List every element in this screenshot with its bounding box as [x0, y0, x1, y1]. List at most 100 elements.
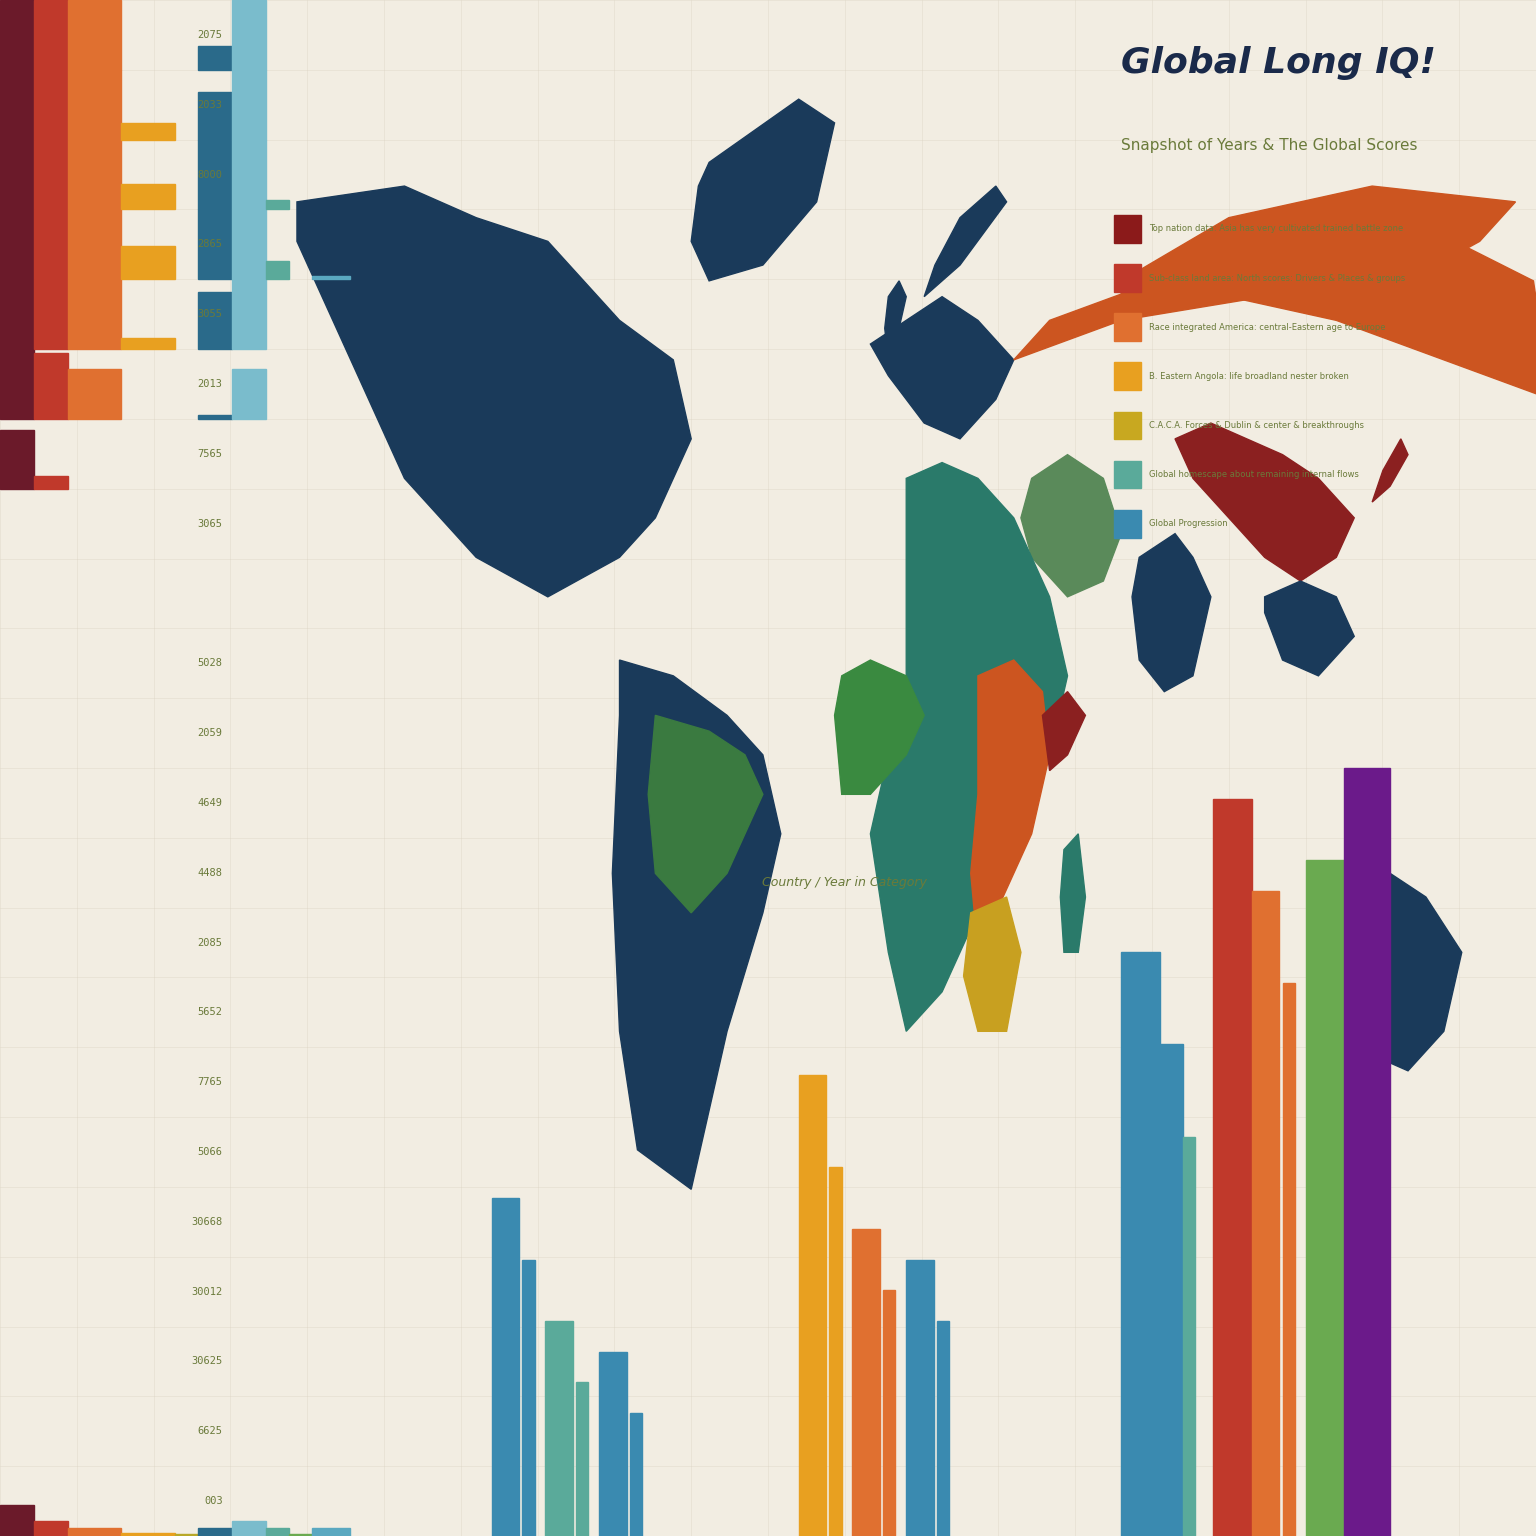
Bar [522, 1260, 535, 1536]
Bar [852, 1229, 880, 1536]
Bar [1114, 461, 1141, 488]
Polygon shape [1121, 186, 1516, 321]
Bar [576, 1382, 588, 1536]
Bar [121, 123, 175, 140]
Bar [232, 69, 266, 140]
Bar [68, 280, 121, 349]
Bar [1114, 362, 1141, 390]
Bar [198, 415, 232, 419]
Text: Top nation data: Asia has very cultivated trained battle zone: Top nation data: Asia has very cultivate… [1149, 224, 1404, 233]
Polygon shape [1132, 533, 1210, 691]
Bar [121, 1533, 175, 1536]
Bar [0, 430, 34, 488]
Bar [198, 46, 232, 69]
Text: Race integrated America: central-Eastern age to Europe: Race integrated America: central-Eastern… [1149, 323, 1385, 332]
Text: 30625: 30625 [192, 1356, 223, 1367]
Text: 2865: 2865 [198, 240, 223, 249]
Text: Global Progression: Global Progression [1149, 519, 1227, 528]
Bar [121, 246, 175, 280]
Bar [0, 349, 34, 419]
Text: 30668: 30668 [192, 1217, 223, 1227]
Bar [232, 280, 266, 349]
Bar [492, 1198, 519, 1536]
Bar [883, 1290, 895, 1536]
Text: 3065: 3065 [198, 519, 223, 528]
Bar [0, 140, 34, 209]
Text: 30012: 30012 [192, 1287, 223, 1296]
Polygon shape [1175, 422, 1355, 581]
Bar [1283, 983, 1295, 1536]
Bar [198, 292, 232, 349]
Polygon shape [1021, 455, 1121, 598]
Bar [1252, 891, 1279, 1536]
Bar [121, 184, 175, 209]
Bar [175, 1534, 198, 1536]
Bar [68, 0, 121, 69]
Polygon shape [871, 462, 1068, 1031]
Text: 2085: 2085 [198, 937, 223, 948]
Bar [34, 140, 68, 209]
Bar [266, 261, 289, 280]
Bar [266, 200, 289, 209]
Bar [1344, 768, 1390, 1536]
Bar [198, 92, 232, 140]
Bar [121, 338, 175, 349]
Polygon shape [885, 281, 906, 359]
Text: 003: 003 [204, 1496, 223, 1507]
Bar [829, 1167, 842, 1536]
Bar [198, 209, 232, 280]
Bar [1114, 412, 1141, 439]
Bar [1121, 952, 1160, 1536]
Bar [198, 1528, 232, 1536]
Bar [34, 0, 68, 69]
Text: Global Long IQ!: Global Long IQ! [1121, 46, 1436, 80]
Polygon shape [1318, 874, 1462, 1071]
Bar [599, 1352, 627, 1536]
Bar [545, 1321, 573, 1536]
Polygon shape [1264, 581, 1355, 676]
Text: 5028: 5028 [198, 659, 223, 668]
Bar [0, 209, 34, 280]
Text: 4649: 4649 [198, 797, 223, 808]
Bar [1114, 264, 1141, 292]
Bar [289, 1534, 312, 1536]
Bar [0, 69, 34, 140]
Bar [906, 1260, 934, 1536]
Polygon shape [871, 296, 1014, 439]
Polygon shape [1014, 218, 1536, 399]
Bar [34, 69, 68, 140]
Bar [198, 140, 232, 209]
Bar [937, 1321, 949, 1536]
Bar [34, 353, 68, 419]
Text: 2013: 2013 [198, 379, 223, 389]
Bar [1183, 1137, 1195, 1536]
Text: 2033: 2033 [198, 100, 223, 109]
Bar [0, 280, 34, 349]
Bar [1306, 860, 1344, 1536]
Polygon shape [691, 100, 834, 281]
Bar [799, 1075, 826, 1536]
Bar [0, 0, 34, 69]
Bar [232, 140, 266, 209]
Bar [232, 0, 266, 69]
Text: 3055: 3055 [198, 309, 223, 319]
Text: 7765: 7765 [198, 1077, 223, 1087]
Text: Country / Year in Category: Country / Year in Category [762, 876, 928, 888]
Polygon shape [963, 897, 1021, 1031]
Bar [630, 1413, 642, 1536]
Bar [68, 140, 121, 209]
Text: 8000: 8000 [198, 169, 223, 180]
Bar [232, 369, 266, 419]
Text: Snapshot of Years & The Global Scores: Snapshot of Years & The Global Scores [1121, 138, 1418, 154]
Bar [232, 1521, 266, 1536]
Text: B. Eastern Angola: life broadland nester broken: B. Eastern Angola: life broadland nester… [1149, 372, 1349, 381]
Polygon shape [613, 660, 780, 1189]
Bar [34, 1521, 68, 1536]
Bar [266, 1528, 289, 1536]
Polygon shape [1372, 439, 1409, 502]
Bar [0, 1505, 34, 1536]
Polygon shape [971, 660, 1049, 952]
Polygon shape [834, 660, 925, 794]
Bar [68, 369, 121, 419]
Bar [34, 280, 68, 349]
